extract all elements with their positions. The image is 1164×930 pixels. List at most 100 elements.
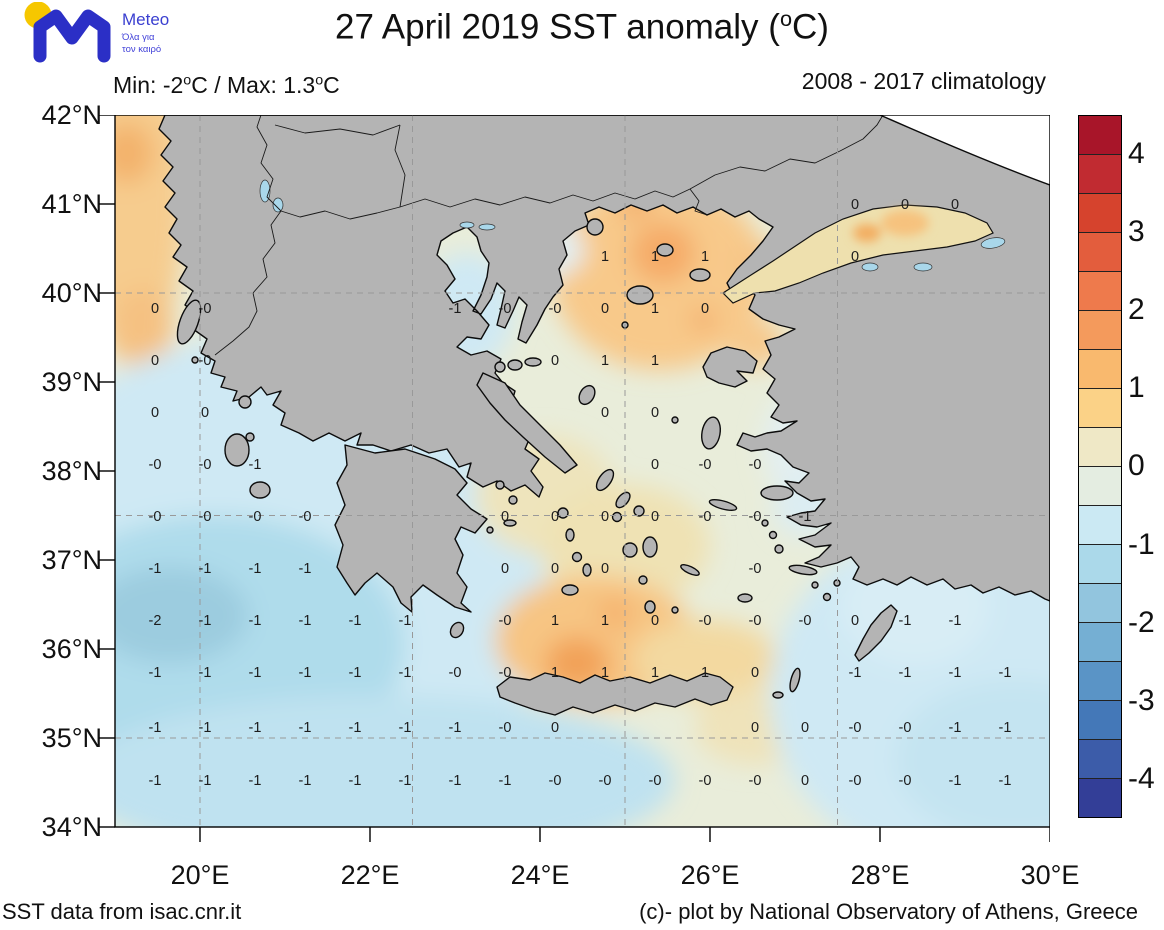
svg-text:-1: -1 (299, 720, 312, 736)
svg-text:-1: -1 (399, 773, 412, 789)
svg-text:-0: -0 (699, 613, 712, 629)
svg-text:0: 0 (551, 561, 559, 577)
svg-text:-1: -1 (249, 665, 262, 681)
svg-text:-1: -1 (349, 720, 362, 736)
lat-label: 40°N (41, 278, 102, 308)
meteo-logo: Meteo Όλα για τον καιρό (24, 2, 169, 63)
lon-label: 22°E (340, 860, 400, 890)
svg-text:0: 0 (151, 405, 159, 421)
svg-text:-1: -1 (399, 665, 412, 681)
lat-label: 36°N (41, 634, 102, 664)
lat-label: 38°N (41, 456, 102, 486)
colorbar-tick-labels: 4 3 2 1 0 -1 -2 -3 -4 (1128, 115, 1164, 875)
logo-tagline-1: Όλα για (121, 32, 155, 43)
latitude-axis: 42°N 41°N 40°N 39°N 38°N 37°N 36°N 35°N 34°N (0, 0, 102, 930)
data-source-credit: SST data from isac.cnr.it (2, 899, 242, 924)
colorbar-tick: -4 (1128, 761, 1155, 795)
colorbar-segment (1079, 428, 1121, 467)
colorbar-segment (1079, 701, 1121, 740)
svg-text:0: 0 (651, 613, 659, 629)
colorbar-segment (1079, 350, 1121, 389)
svg-text:-0: -0 (799, 613, 812, 629)
svg-text:0: 0 (551, 353, 559, 369)
svg-text:0: 0 (751, 720, 759, 736)
svg-text:-0: -0 (749, 613, 762, 629)
lat-label: 41°N (41, 189, 102, 219)
anomaly-value-labels: 0 0 0 1 1 1 0 0 -0 -1 -0 -0 0 1 0 0 -0 0 1 1 0 0 0 0 -0 -0 -1 0 -0 -0… (149, 197, 1012, 789)
colorbar-tick: -2 (1128, 605, 1155, 639)
colorbar-segment (1079, 116, 1121, 155)
svg-text:-1: -1 (399, 720, 412, 736)
longitude-axis: 20°E 22°E 24°E 26°E 28°E 30°E (0, 860, 1164, 896)
svg-text:-0: -0 (549, 301, 562, 317)
svg-text:-0: -0 (649, 773, 662, 789)
svg-text:-0: -0 (749, 457, 762, 473)
svg-text:1: 1 (601, 613, 609, 629)
colorbar-segment (1079, 623, 1121, 662)
colorbar-segment (1079, 389, 1121, 428)
svg-text:0: 0 (201, 405, 209, 421)
svg-text:-0: -0 (749, 509, 762, 525)
logo-brand: Meteo (122, 10, 169, 29)
svg-text:-1: -1 (349, 665, 362, 681)
svg-text:-0: -0 (749, 561, 762, 577)
svg-text:-1: -1 (949, 720, 962, 736)
svg-text:-0: -0 (849, 773, 862, 789)
svg-text:0: 0 (701, 301, 709, 317)
svg-text:-0: -0 (199, 457, 212, 473)
svg-text:0: 0 (901, 197, 909, 213)
svg-text:-0: -0 (199, 353, 212, 369)
svg-text:-1: -1 (999, 720, 1012, 736)
svg-text:-0: -0 (149, 457, 162, 473)
svg-text:0: 0 (651, 405, 659, 421)
svg-text:-1: -1 (299, 561, 312, 577)
svg-text:1: 1 (701, 249, 709, 265)
svg-text:0: 0 (651, 457, 659, 473)
colorbar-segment (1079, 155, 1121, 194)
graticule (115, 115, 1050, 827)
svg-text:-1: -1 (449, 301, 462, 317)
svg-text:-0: -0 (899, 720, 912, 736)
svg-text:-0: -0 (449, 665, 462, 681)
climatology-label: 2008 - 2017 climatology (801, 68, 1046, 94)
svg-text:-1: -1 (499, 773, 512, 789)
svg-text:-1: -1 (999, 773, 1012, 789)
svg-text:1: 1 (651, 301, 659, 317)
svg-text:0: 0 (851, 613, 859, 629)
svg-text:1: 1 (701, 665, 709, 681)
crete-island (496, 672, 734, 716)
colorbar-segment (1079, 662, 1121, 701)
svg-text:1: 1 (601, 353, 609, 369)
black-sea-coastline (879, 115, 1050, 186)
svg-text:0: 0 (501, 509, 509, 525)
svg-text:-2: -2 (149, 613, 162, 629)
colorbar-segment (1079, 194, 1121, 233)
svg-text:-1: -1 (249, 613, 262, 629)
svg-text:-0: -0 (849, 720, 862, 736)
svg-text:0: 0 (601, 301, 609, 317)
svg-text:-1: -1 (449, 773, 462, 789)
svg-text:-1: -1 (199, 665, 212, 681)
svg-text:0: 0 (851, 249, 859, 265)
svg-text:-0: -0 (499, 665, 512, 681)
colorbar-segment (1079, 545, 1121, 584)
svg-text:-0: -0 (499, 613, 512, 629)
svg-text:-0: -0 (249, 509, 262, 525)
colorbar-tick: 3 (1128, 215, 1145, 249)
lat-label: 42°N (41, 100, 102, 130)
plot-credit: (c)- plot by National Observatory of Ath… (639, 899, 1138, 924)
svg-text:-1: -1 (249, 720, 262, 736)
svg-text:0: 0 (501, 561, 509, 577)
sst-anomaly-map: 0 0 0 1 1 1 0 0 -0 -1 -0 -0 0 1 0 0 -0 0 1 1 0 0 0 0 -0 -0 -1 0 -0 -0… (99, 115, 1050, 842)
page-title: 27 April 2019 SST anomaly (oC) (335, 6, 829, 47)
svg-text:-1: -1 (199, 720, 212, 736)
logo-m-icon (33, 9, 111, 63)
svg-text:-1: -1 (149, 773, 162, 789)
svg-text:-1: -1 (299, 613, 312, 629)
svg-text:-1: -1 (249, 773, 262, 789)
svg-text:-1: -1 (899, 665, 912, 681)
colorbar-tick: 0 (1128, 449, 1145, 483)
euboea-island (476, 372, 578, 474)
minmax-label: Min: -2oC / Max: 1.3oC (113, 72, 340, 98)
